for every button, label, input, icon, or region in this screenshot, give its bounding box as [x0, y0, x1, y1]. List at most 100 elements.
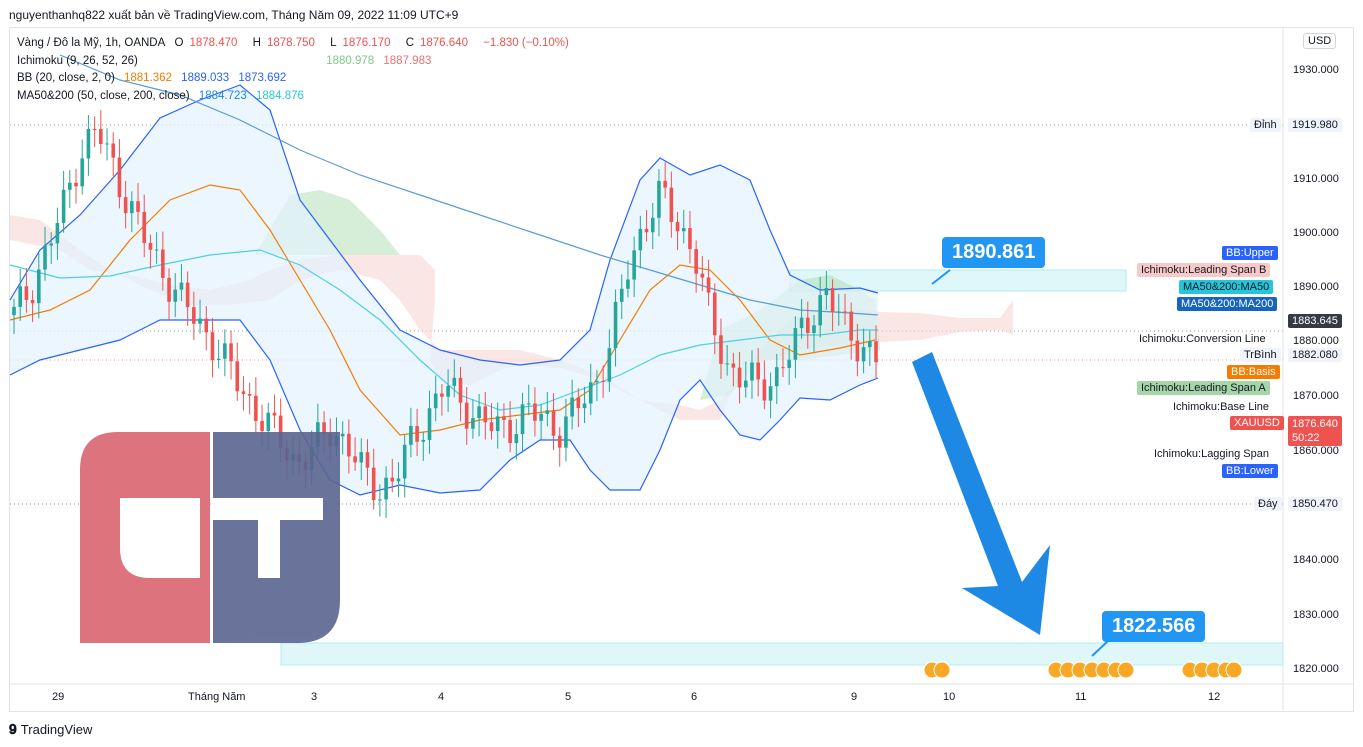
bb-basis-value: 1881.362: [124, 72, 172, 84]
candle-bullish: [223, 343, 227, 359]
high-value: 1878.750: [266, 37, 315, 49]
candle-bearish: [204, 318, 209, 333]
candle-bullish: [619, 288, 624, 302]
candle-bullish: [768, 386, 773, 401]
candle-bullish: [774, 367, 779, 387]
candle-bearish: [557, 435, 562, 448]
candle-bearish: [849, 311, 853, 341]
candle-bullish: [657, 180, 661, 218]
candle-bullish: [198, 318, 202, 324]
candle-bearish: [365, 452, 370, 468]
candle-bullish: [18, 286, 23, 307]
candle-bullish: [799, 317, 804, 329]
candle-bearish: [700, 273, 705, 278]
candle-bearish: [24, 286, 29, 301]
candle-bearish: [347, 433, 351, 457]
event-icons: [923, 661, 1243, 679]
bb-lower-value: 1873.692: [238, 72, 287, 84]
target-zone: [280, 642, 1284, 666]
candle-bearish: [737, 367, 742, 388]
chart-frame: [9, 27, 1354, 712]
candle-bullish: [564, 416, 568, 448]
bb-upper-value: 1889.033: [181, 72, 230, 84]
candle-bearish: [74, 182, 78, 187]
candle-bearish: [712, 292, 717, 336]
close-label: C: [405, 37, 414, 49]
candle-bullish: [452, 377, 457, 386]
currency-button[interactable]: USD: [1303, 33, 1337, 49]
leading-span-b-tag: Ichimoku:Leading Span B: [1137, 263, 1271, 277]
candle-bearish: [601, 381, 605, 383]
candle-bearish: [142, 211, 147, 243]
current-value-tag: 1883.645: [1288, 314, 1342, 328]
candle-bullish: [607, 348, 612, 382]
candle-bullish: [43, 245, 47, 270]
candle-bearish: [117, 157, 122, 198]
candle-bearish: [278, 415, 283, 448]
candle-bullish: [471, 418, 475, 429]
time-tick: 4: [438, 691, 445, 703]
low-label: L: [330, 37, 337, 49]
footer[interactable]: 𝟗 TradingView: [9, 721, 92, 738]
candle-bullish: [787, 359, 791, 368]
high-label: H: [252, 37, 261, 49]
candle-bearish: [533, 403, 537, 421]
bb-label[interactable]: BB (20, close, 2, 0): [17, 72, 115, 84]
candle-bullish: [836, 311, 841, 313]
candle-bearish: [210, 332, 215, 361]
ichimoku-label[interactable]: Ichimoku (9, 26, 52, 26): [17, 54, 138, 67]
candle-bearish: [353, 456, 357, 463]
candle-bearish: [167, 277, 171, 302]
candle-bullish: [681, 228, 686, 232]
candle-bullish: [378, 499, 382, 501]
candle-bullish: [402, 444, 407, 479]
callout-upper-pointer: [931, 269, 951, 285]
candle-bearish: [756, 362, 760, 380]
candle-bearish: [551, 410, 556, 436]
callout-upper: 1890.861: [942, 237, 1046, 268]
ma50-tag: MA50&200:MA50: [1179, 280, 1274, 294]
peak-value: 1919.980: [1288, 118, 1342, 132]
last-price-value: 1876.640: [1292, 418, 1338, 430]
ma200-tag: MA50&200:MA200: [1177, 297, 1278, 311]
ma200-value: 1884.876: [255, 89, 304, 102]
candle-bullish: [650, 217, 655, 233]
time-tick: 9: [851, 691, 858, 703]
price-tick: 1860.000: [1293, 445, 1339, 457]
candle-bearish: [92, 129, 97, 131]
candle-bearish: [762, 379, 767, 401]
candle-bullish: [520, 404, 525, 435]
callout-lower-pointer: [1091, 640, 1109, 657]
candle-bullish: [539, 413, 543, 421]
average-label: TrBình: [1240, 348, 1281, 362]
candle-bullish: [638, 228, 643, 251]
bb-basis-tag: BB:Basis: [1227, 365, 1280, 379]
time-tick: 10: [943, 691, 956, 703]
candle-bearish: [731, 363, 736, 368]
candle-bullish: [179, 282, 184, 290]
candle-bullish: [582, 403, 587, 409]
candle-bearish: [440, 393, 444, 397]
candle-bullish: [588, 382, 593, 404]
candle-bullish: [477, 406, 481, 419]
candle-bullish: [433, 393, 438, 409]
candle-bearish: [30, 300, 35, 304]
candle-bullish: [409, 425, 413, 445]
candle-bullish: [421, 439, 426, 442]
ma-label[interactable]: MA50&200 (50, close, 200, close): [17, 89, 190, 102]
candle-bullish: [105, 143, 109, 145]
candle-bearish: [260, 420, 264, 431]
candle-bearish: [644, 228, 649, 233]
price-tick: 1880.000: [1293, 335, 1339, 347]
time-tick: 3: [311, 691, 318, 703]
time-tick: 6: [691, 691, 698, 703]
candle-bearish: [694, 249, 698, 274]
candle-bearish: [805, 317, 810, 333]
last-price-box: 1876.640 50:22: [1288, 416, 1342, 446]
close-value: 1876.640: [420, 37, 468, 49]
candle-bullish: [725, 363, 729, 365]
candle-bearish: [415, 425, 419, 442]
peak-tag: Đỉnh: [1250, 118, 1281, 132]
ma200-line: [59, 54, 879, 316]
